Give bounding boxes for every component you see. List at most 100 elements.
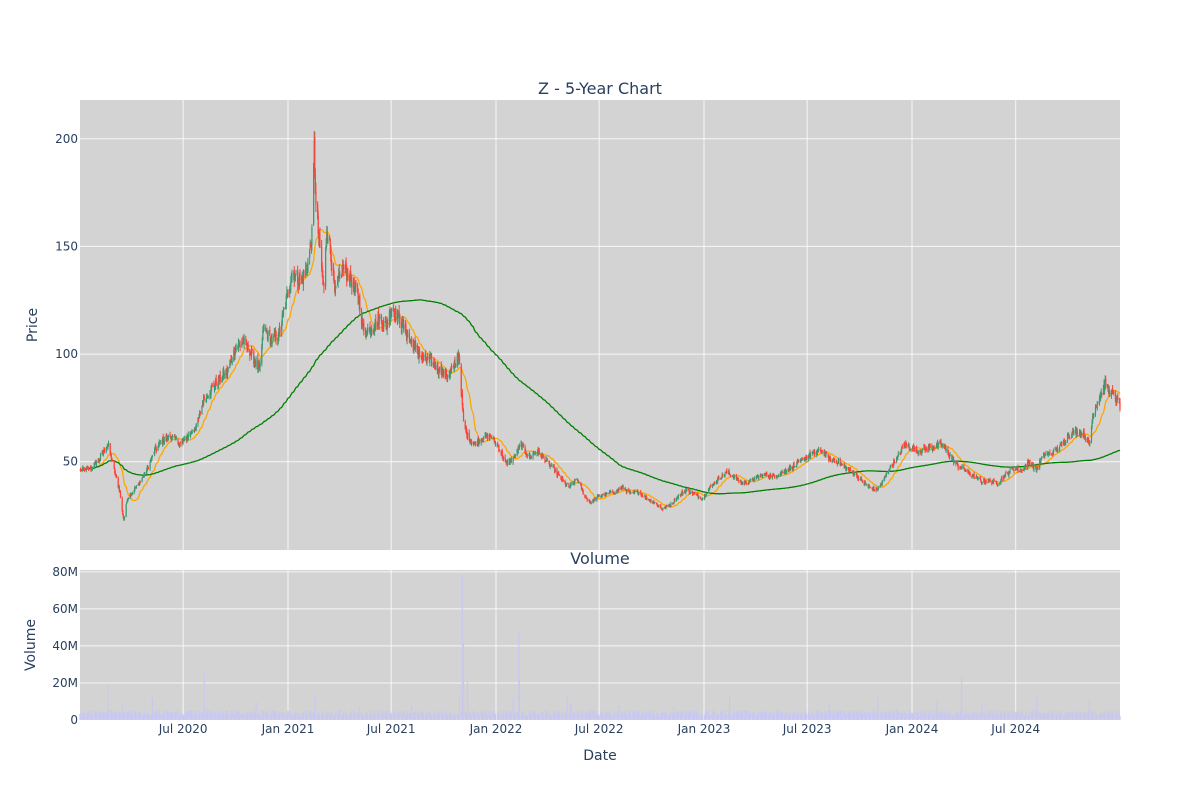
volume-bar	[126, 711, 128, 720]
candle-body	[374, 327, 376, 331]
candle-body	[238, 343, 241, 345]
candle-body	[825, 452, 827, 456]
candle-body	[107, 443, 110, 446]
volume-bar	[502, 710, 505, 720]
candle-body	[332, 268, 335, 276]
candle-body	[680, 493, 682, 496]
candle-body	[1083, 431, 1085, 438]
candle-body	[829, 457, 832, 462]
candle-body	[257, 358, 259, 370]
candle-body	[446, 375, 449, 378]
candle-body	[694, 493, 696, 495]
volume-bar	[1093, 715, 1095, 720]
volume-y-tick-label: 80M	[52, 565, 78, 579]
candle-body	[941, 443, 943, 447]
candle-body	[250, 349, 253, 357]
volume-bar	[829, 711, 832, 720]
volume-bar	[187, 712, 189, 720]
candle-body	[493, 437, 495, 439]
candle-body	[405, 325, 407, 334]
volume-bar	[183, 714, 185, 720]
candle-body	[624, 488, 626, 490]
candle-body	[1073, 429, 1075, 434]
candle-body	[947, 448, 949, 454]
candle-body	[983, 479, 985, 483]
volume-bar	[462, 642, 465, 720]
candle-body	[1001, 477, 1003, 481]
candle-body	[913, 446, 915, 452]
volume-bar	[1089, 711, 1091, 720]
candle-body	[608, 493, 610, 494]
volume-bar	[95, 712, 98, 720]
candle-body	[779, 473, 781, 476]
volume-bar	[817, 714, 820, 720]
candle-body	[366, 335, 368, 337]
candle-body	[179, 442, 181, 444]
candle-body	[821, 450, 824, 452]
candle-body	[763, 473, 766, 476]
candle-body	[865, 483, 867, 485]
candle-body	[333, 277, 335, 284]
candle-body	[393, 310, 395, 312]
volume-bar	[431, 713, 433, 720]
candle-body	[105, 449, 107, 452]
candle-body	[450, 367, 453, 370]
candle-body	[438, 366, 441, 372]
candle-body	[1091, 421, 1093, 427]
candle-body	[672, 503, 674, 505]
volume-bar	[666, 714, 668, 720]
candle-body	[251, 349, 253, 351]
volume-bar	[738, 714, 740, 720]
volume-bar	[849, 713, 852, 720]
candle-body	[147, 467, 149, 468]
volume-bar	[482, 713, 485, 720]
candle-body	[625, 489, 627, 492]
volume-bar	[754, 714, 756, 720]
volume-bar	[808, 710, 810, 720]
volume-bar	[626, 715, 628, 720]
candle-body	[201, 403, 204, 406]
candle-body	[350, 271, 352, 281]
volume-bar	[512, 697, 514, 720]
candle-body	[247, 344, 249, 352]
candle-body	[245, 339, 247, 345]
volume-bar	[821, 712, 824, 720]
candle-body	[903, 442, 906, 446]
candle-body	[261, 338, 263, 347]
candle-body	[1092, 416, 1094, 422]
candle-body	[836, 460, 838, 464]
candle-body	[285, 306, 287, 310]
volume-bar	[628, 710, 630, 720]
candle-body	[1043, 452, 1045, 457]
volume-bar	[323, 714, 325, 720]
candle-body	[645, 496, 648, 500]
candle-body	[241, 343, 243, 347]
candle-body	[99, 455, 102, 460]
candle-body	[438, 373, 440, 376]
candle-body	[122, 514, 124, 518]
volume-bar	[977, 714, 979, 720]
candle-body	[255, 359, 257, 367]
candle-body	[572, 482, 574, 485]
candle-body	[407, 332, 409, 335]
candle-body	[504, 456, 506, 460]
candle-body	[131, 492, 134, 494]
candle-body	[1108, 388, 1110, 393]
candle-body	[85, 467, 87, 471]
candle-body	[303, 272, 305, 278]
candle-body	[1040, 459, 1042, 464]
volume-bar	[1097, 714, 1099, 720]
candle-body	[900, 450, 902, 454]
volume-bar	[925, 715, 927, 720]
volume-bar	[1001, 713, 1003, 720]
volume-bar	[271, 710, 273, 720]
volume-bar	[686, 710, 688, 720]
candle-body	[81, 469, 83, 471]
volume-bar	[698, 716, 700, 720]
candle-body	[111, 460, 114, 462]
candle-body	[356, 285, 359, 292]
candle-body	[600, 495, 603, 497]
candle-body	[977, 477, 979, 481]
volume-bar	[546, 710, 548, 720]
candle-body	[340, 276, 343, 278]
